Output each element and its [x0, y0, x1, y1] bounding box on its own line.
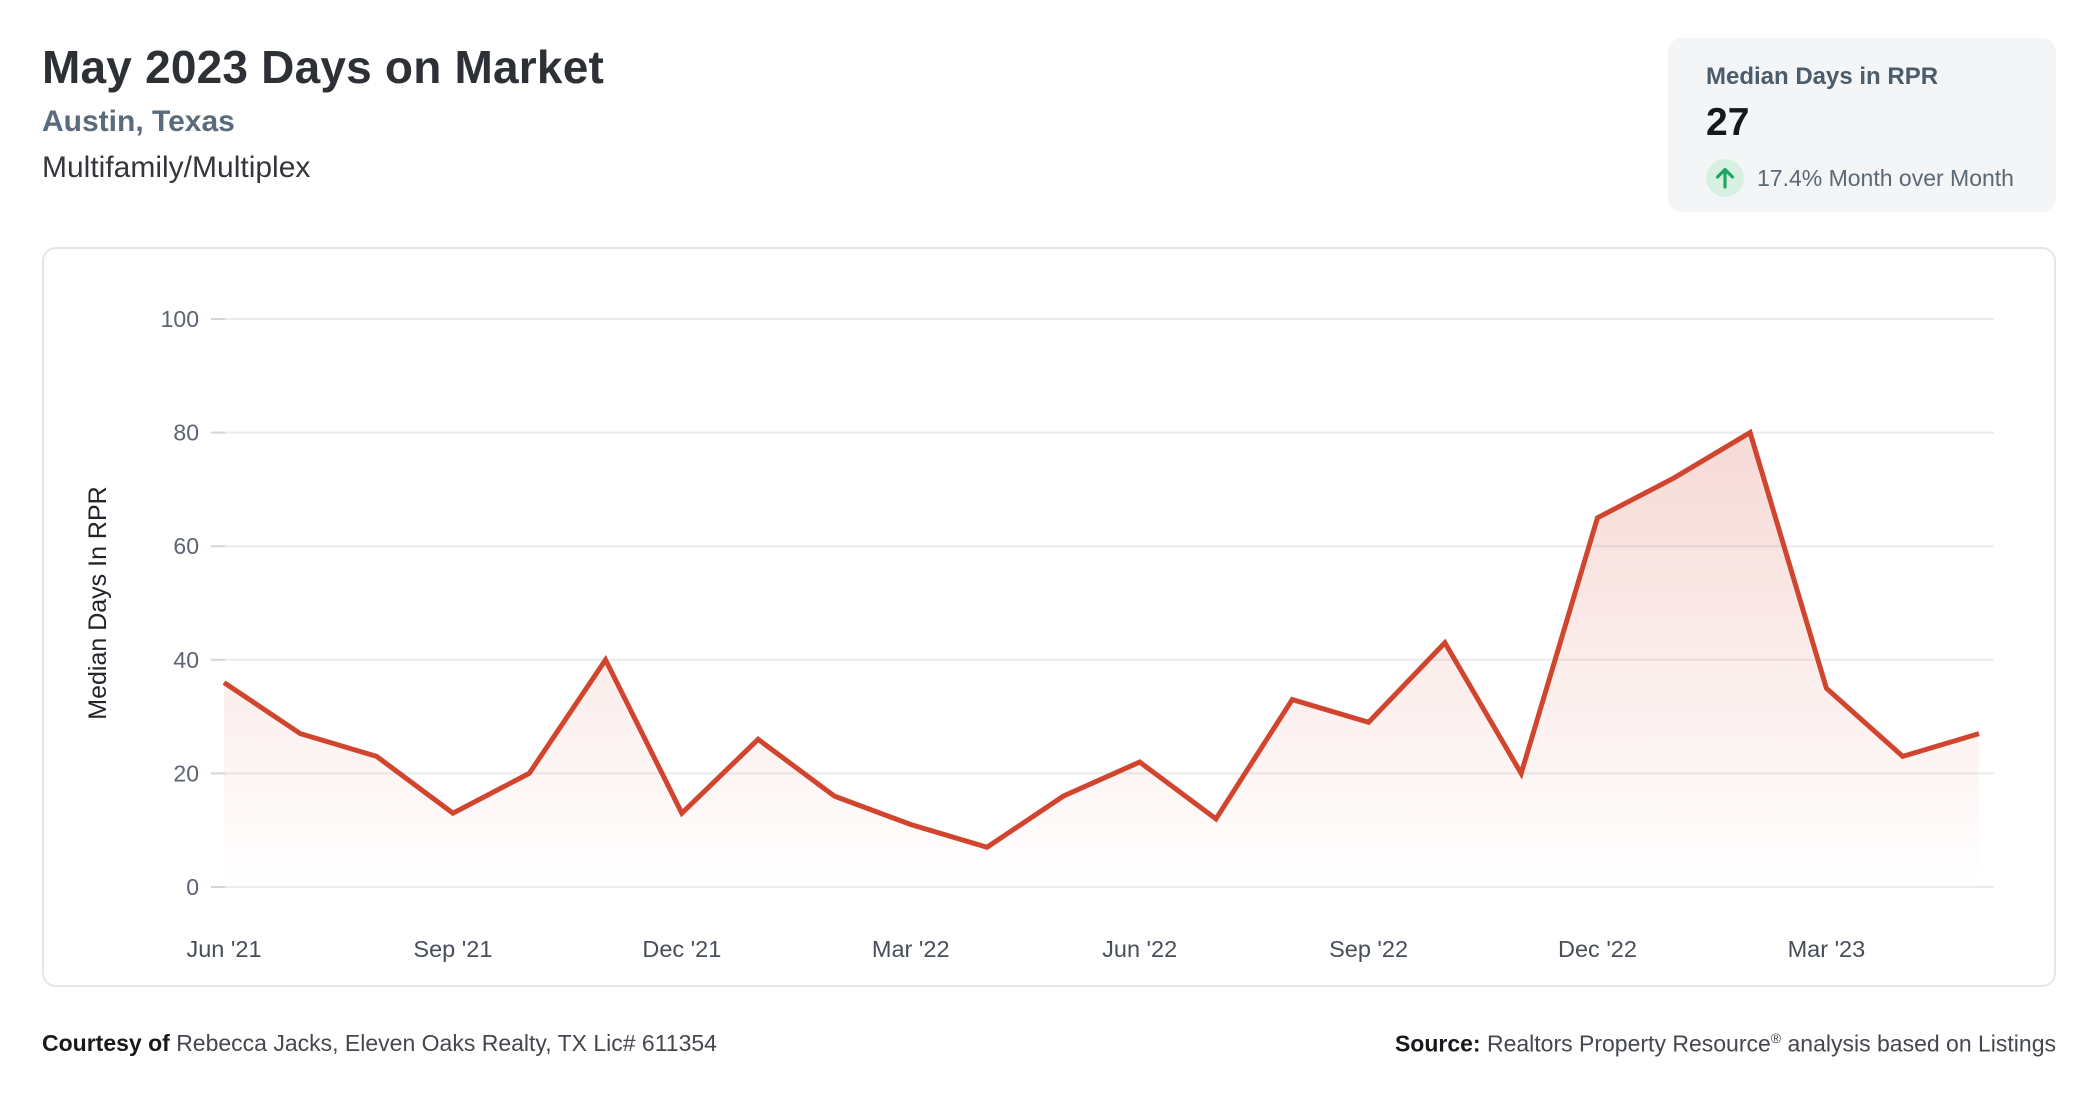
- svg-text:0: 0: [186, 874, 199, 900]
- svg-text:20: 20: [173, 760, 199, 786]
- source-note: Source: Realtors Property Resource® anal…: [1395, 1030, 2056, 1058]
- stat-value: 27: [1706, 101, 1750, 145]
- svg-text:Dec '22: Dec '22: [1558, 936, 1637, 962]
- svg-text:60: 60: [173, 533, 199, 559]
- courtesy-label: Courtesy of: [42, 1030, 177, 1056]
- svg-text:Dec '21: Dec '21: [642, 936, 721, 962]
- svg-text:100: 100: [161, 306, 199, 332]
- svg-text:Sep '22: Sep '22: [1329, 936, 1408, 962]
- svg-text:40: 40: [173, 647, 199, 673]
- source-text: Realtors Property Resource: [1486, 1030, 1771, 1057]
- svg-text:Mar '23: Mar '23: [1788, 936, 1866, 962]
- svg-text:Median Days In RPR: Median Days In RPR: [84, 486, 112, 719]
- svg-text:Mar '22: Mar '22: [872, 936, 950, 962]
- courtesy-note: Courtesy of Rebecca Jacks, Eleven Oaks R…: [42, 1030, 717, 1058]
- property-type-label: Multifamily/Multiplex: [42, 151, 311, 184]
- location-subtitle: Austin, Texas: [42, 105, 235, 138]
- svg-text:Sep '21: Sep '21: [413, 936, 492, 962]
- page-title: May 2023 Days on Market: [42, 41, 604, 93]
- stat-label: Median Days in RPR: [1706, 63, 1939, 90]
- courtesy-text: Rebecca Jacks, Eleven Oaks Realty, TX Li…: [176, 1030, 717, 1056]
- svg-text:80: 80: [173, 420, 199, 446]
- report-footer: Courtesy of Rebecca Jacks, Eleven Oaks R…: [42, 1030, 2056, 1058]
- median-days-stat-card: Median Days in RPR 27 17.4% Month over M…: [1668, 38, 2056, 212]
- registered-mark: ®: [1770, 1030, 1782, 1046]
- arrow-up-icon: [1706, 159, 1744, 198]
- source-text-tail: analysis based on Listings: [1781, 1030, 2056, 1057]
- chart-card: 0 20 40 60 80 100 Jun '21 Sep '21 Dec '21 Mar '22…: [42, 247, 2056, 987]
- stat-change-text: 17.4% Month over Month: [1757, 164, 2014, 191]
- stat-trend-row: 17.4% Month over Month: [1706, 159, 2056, 198]
- svg-text:Jun '21: Jun '21: [186, 936, 261, 962]
- svg-text:Jun '22: Jun '22: [1102, 936, 1177, 962]
- source-label: Source:: [1394, 1030, 1487, 1057]
- median-days-line-chart[interactable]: 0 20 40 60 80 100 Jun '21 Sep '21 Dec '21 Mar '22…: [44, 249, 2054, 985]
